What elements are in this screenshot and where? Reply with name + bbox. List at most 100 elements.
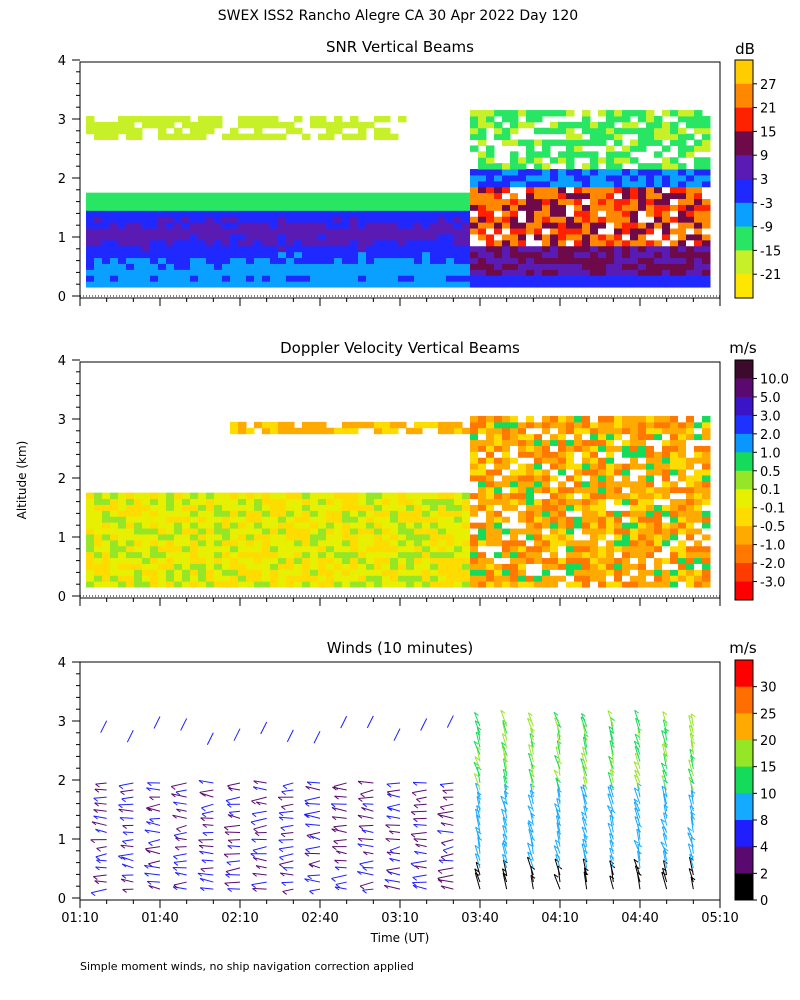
doppler-cell — [174, 492, 183, 500]
doppler-cell — [542, 415, 551, 423]
doppler-cell — [278, 522, 287, 529]
snr-cell — [278, 204, 287, 211]
snr-cell — [622, 216, 631, 223]
wind-barb — [126, 729, 134, 743]
doppler-cell — [550, 522, 559, 529]
snr-cell — [150, 275, 159, 282]
colorbar-swatch — [735, 544, 753, 564]
doppler-cell — [566, 575, 575, 582]
doppler-cell — [326, 563, 335, 570]
wind-barb-flag — [281, 806, 286, 811]
snr-cell — [654, 192, 663, 200]
snr-cell — [286, 257, 295, 264]
doppler-cell — [222, 533, 231, 541]
snr-cell — [630, 157, 639, 164]
wind-barb — [121, 878, 134, 883]
doppler-cell — [686, 463, 695, 470]
wind-barb-flag — [144, 872, 149, 877]
snr-cell — [510, 180, 519, 188]
snr-cell — [510, 239, 519, 247]
snr-cell — [566, 228, 575, 235]
doppler-cell — [686, 563, 695, 570]
snr-cell — [254, 228, 263, 235]
doppler-cell — [406, 563, 415, 570]
snr-cell — [86, 251, 95, 259]
colorbar-swatch — [735, 107, 753, 132]
snr-cell — [206, 269, 215, 276]
doppler-cell — [470, 563, 479, 570]
doppler-cell — [502, 569, 511, 576]
snr-cell — [694, 204, 703, 211]
doppler-cell — [622, 439, 631, 446]
wind-barb — [662, 793, 668, 812]
snr-cell — [366, 245, 375, 253]
wind-barb — [634, 733, 641, 748]
wind-barb — [556, 798, 561, 812]
doppler-cell — [678, 575, 687, 582]
snr-cell — [382, 115, 391, 123]
snr-cell — [462, 198, 471, 205]
doppler-cell — [254, 557, 263, 564]
snr-cell — [230, 251, 239, 259]
wind-barb — [279, 810, 294, 814]
doppler-cell — [534, 569, 543, 576]
doppler-cell — [478, 486, 487, 494]
doppler-cell — [630, 474, 639, 482]
snr-cell — [286, 192, 295, 200]
doppler-cell — [694, 427, 703, 435]
wind-barb — [173, 801, 187, 805]
snr-cell — [558, 251, 567, 259]
doppler-cell — [630, 516, 639, 523]
colorbar-label: -0.5 — [760, 520, 785, 535]
doppler-cell — [518, 433, 527, 441]
wind-barb-flag — [277, 796, 283, 801]
doppler-cell — [678, 445, 687, 452]
wind-barb — [386, 815, 401, 819]
snr-cell — [686, 204, 695, 211]
doppler-cell — [206, 551, 215, 559]
wind-barb — [176, 808, 187, 812]
snr-cell — [686, 133, 695, 141]
doppler-cell — [102, 557, 111, 564]
snr-cell — [374, 275, 383, 282]
snr-cell — [630, 228, 639, 235]
doppler-cell — [622, 427, 631, 435]
doppler-cell — [622, 539, 631, 547]
doppler-cell — [550, 563, 559, 570]
snr-cell — [550, 169, 559, 176]
doppler-cell — [166, 510, 175, 517]
doppler-cell — [190, 522, 199, 529]
wind-barb-flag — [412, 882, 417, 887]
snr-cell — [254, 233, 263, 241]
doppler-cell — [414, 575, 423, 582]
doppler-cell — [230, 516, 239, 523]
snr-cell — [334, 204, 343, 211]
doppler-cell — [638, 480, 647, 488]
doppler-cell — [142, 569, 151, 576]
doppler-cell — [278, 510, 287, 517]
doppler-cell — [694, 451, 703, 458]
wind-barb — [279, 860, 294, 865]
snr-cell — [582, 110, 591, 117]
doppler-cell — [702, 469, 711, 476]
snr-cell — [702, 257, 711, 264]
doppler-cell — [334, 510, 343, 517]
wind-barb — [145, 846, 161, 850]
snr-cell — [286, 210, 295, 217]
y-tick-label: 2 — [58, 774, 66, 789]
snr-cell — [86, 192, 95, 200]
snr-cell — [446, 239, 455, 247]
doppler-cell — [574, 528, 583, 535]
snr-cell — [334, 239, 343, 247]
snr-cell — [366, 257, 375, 264]
snr-cell — [622, 151, 631, 158]
doppler-cell — [350, 581, 359, 588]
doppler-cell — [534, 551, 543, 559]
doppler-cell — [414, 522, 423, 529]
snr-cell — [174, 210, 183, 217]
doppler-cell — [174, 557, 183, 564]
doppler-cell — [94, 575, 103, 582]
snr-cell — [390, 263, 399, 270]
doppler-cell — [590, 427, 599, 435]
snr-cell — [86, 257, 95, 264]
